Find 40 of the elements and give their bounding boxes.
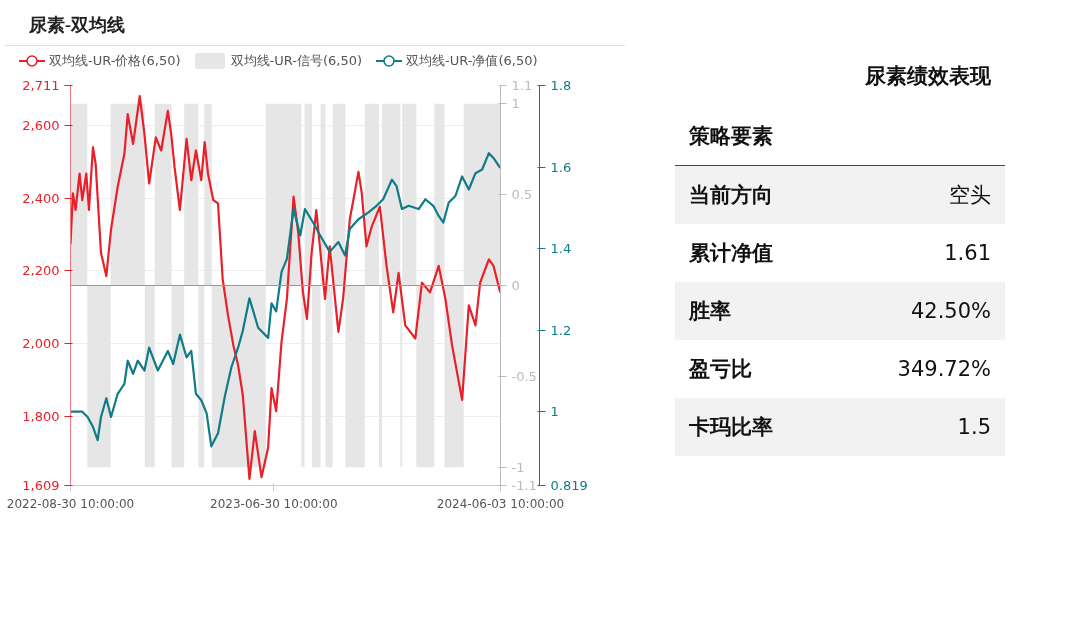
legend-label: 双均线-UR-价格(6,50) [48,51,181,70]
text: 1.61 [944,240,991,267]
y-tick-label: 1,609 [22,478,60,494]
y-tick-label: 1,800 [22,408,60,424]
y-tick-label: 2,600 [22,118,60,134]
y2-tick-label: 0.5 [511,187,533,203]
legend-label: 双均线-UR-信号(6,50) [229,51,362,70]
text: 空头 [949,182,991,209]
y2-tick-label: 0 [511,278,520,294]
y3-tick-label: 1.6 [550,159,572,175]
y3-tick-label: 1 [550,404,559,420]
y3-tick-label: 1.2 [550,322,572,338]
line-series [70,152,501,448]
text: 胜率 [689,298,731,325]
y2-tick-label: 1 [511,96,520,112]
chart-title: 尿素-双均线 [5,5,625,46]
y2-tick-label: 1.1 [511,78,533,94]
text: 累计净值 [689,240,773,267]
text: 卡玛比率 [689,414,773,441]
y3-tick-label: 1.8 [550,78,572,94]
text: 策略要素 [675,107,1005,166]
legend-label: 双均线-UR-净值(6,50) [405,51,538,70]
y3-tick-label: 1.4 [550,241,572,257]
x-tick-label: 2023-06-30 10:00:00 [210,496,338,511]
y-tick-label: 2,400 [22,191,60,207]
text: 尿素绩效表现 [864,63,992,90]
x-tick-label: 2024-06-03 10:00:00 [436,496,565,511]
y-tick-label: 2,200 [22,263,60,279]
y2-tick-label: -1 [511,460,525,476]
y-tick-label: 2,000 [22,336,60,352]
text: 盈亏比 [689,356,752,383]
y3-tick-label: 0.819 [550,478,588,494]
text: 42.50% [910,298,991,325]
x-tick-label: 2022-08-30 10:00:00 [6,496,135,511]
y-tick-label: 2,711 [22,78,60,94]
text: 1.5 [957,414,991,441]
y2-tick-label: -0.5 [511,369,537,385]
text: 当前方向 [689,182,773,209]
y2-tick-label: -1.1 [511,478,537,494]
text: 349.72% [897,356,991,383]
